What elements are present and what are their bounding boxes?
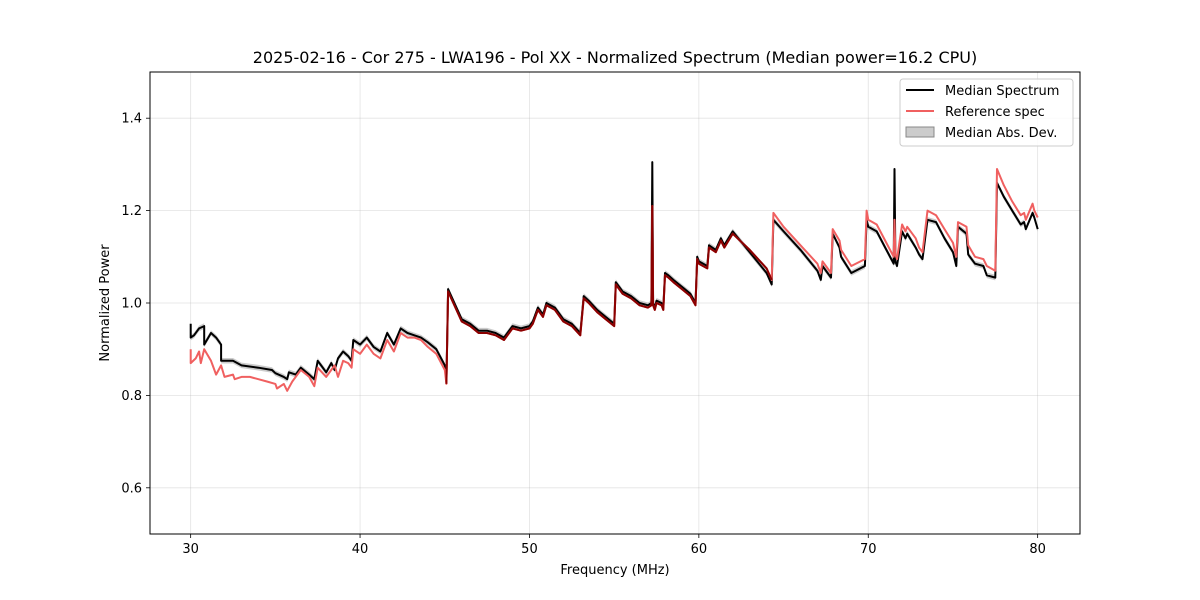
x-axis: 30 40 50 60 70 80 [182, 534, 1046, 557]
legend: Median Spectrum Reference spec Median Ab… [899, 78, 1074, 147]
y-tick-label: 1.0 [121, 297, 142, 312]
plot-data [189, 159, 1039, 392]
legend-label-median: Median Spectrum [945, 84, 1059, 99]
y-tick-label: 0.8 [121, 389, 142, 404]
legend-swatch-mad [905, 126, 935, 138]
y-tick-label: 1.2 [121, 204, 142, 219]
x-tick-label: 70 [860, 542, 877, 557]
x-axis-label: Frequency (MHz) [560, 563, 669, 578]
mad-band [190, 159, 1038, 385]
y-axis: 0.6 0.8 1.0 1.2 1.4 [121, 112, 150, 496]
legend-box [899, 78, 1074, 147]
x-tick-label: 30 [182, 542, 199, 557]
chart-title: 2025-02-16 - Cor 275 - LWA196 - Pol XX -… [253, 48, 977, 67]
median-spectrum-line [189, 161, 1039, 383]
legend-label-reference: Reference spec [945, 105, 1045, 120]
x-tick-label: 50 [521, 542, 538, 557]
y-axis-label: Normalized Power [98, 244, 113, 362]
x-tick-label: 60 [691, 542, 708, 557]
x-tick-label: 80 [1029, 542, 1046, 557]
x-tick-label: 40 [352, 542, 369, 557]
y-tick-label: 0.6 [121, 481, 142, 496]
y-tick-label: 1.4 [121, 112, 142, 127]
reference-overlap-line [445, 205, 773, 384]
legend-label-mad: Median Abs. Dev. [945, 126, 1057, 141]
